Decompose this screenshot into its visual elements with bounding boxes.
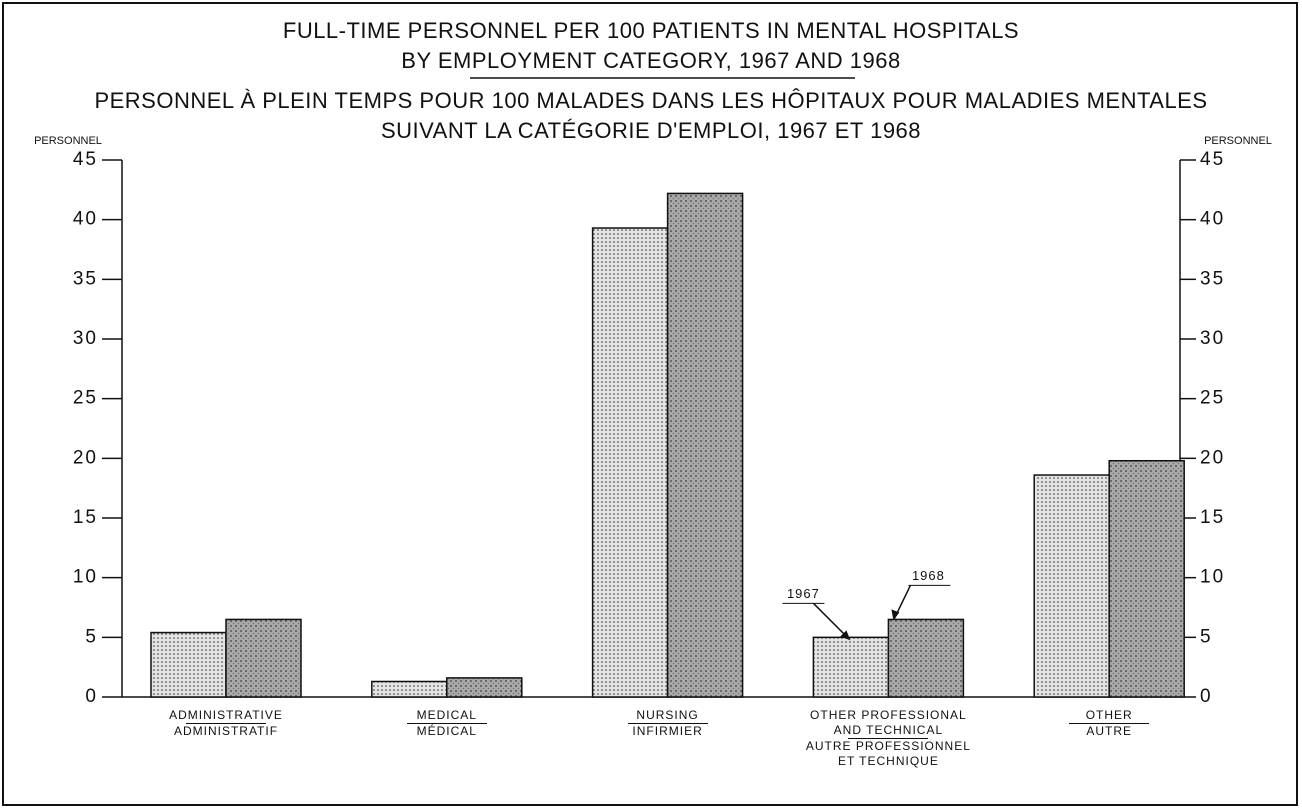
bar <box>666 192 744 698</box>
y2-tick-label: 10 <box>1200 567 1225 588</box>
category-en: OTHER PROFESSIONAL AND TECHNICAL <box>810 708 967 737</box>
chart-title: FULL-TIME PERSONNEL PER 100 PATIENTS IN … <box>283 18 1019 43</box>
y2-axis-label: PERSONNEL <box>1204 135 1272 147</box>
y-axis-label: PERSONNEL <box>34 135 102 147</box>
label-separator <box>848 738 929 739</box>
annotation-arrow <box>812 602 849 639</box>
y2-tick-label: 25 <box>1200 388 1225 409</box>
chart-subtitle-fr: SUIVANT LA CATÉGORIE D'EMPLOI, 1967 ET 1… <box>381 118 921 143</box>
label-separator <box>186 723 266 724</box>
x-tick-label: MEDICAL MÉDICAL <box>359 708 535 739</box>
x-tick-label: OTHER PROFESSIONAL AND TECHNICAL AUTRE PR… <box>800 708 976 769</box>
category-en: MEDICAL <box>416 708 477 722</box>
bar <box>887 618 965 698</box>
chart-title-fr: PERSONNEL À PLEIN TEMPS POUR 100 MALADES… <box>94 88 1207 113</box>
bar <box>1108 459 1185 698</box>
y-tick-label: 25 <box>73 388 98 409</box>
bar <box>812 636 890 698</box>
y2-tick-label: 0 <box>1200 686 1213 707</box>
label-separator <box>1069 723 1150 724</box>
y-tick-label: 45 <box>73 149 98 170</box>
bar <box>1033 474 1110 698</box>
arrow-head <box>840 630 851 641</box>
category-fr: AUTRE PROFESSIONNEL ET TECHNIQUE <box>805 739 971 768</box>
legend-label: 1967 <box>787 586 820 601</box>
y-tick-label: 5 <box>85 626 98 647</box>
y-tick-label: 35 <box>73 268 98 289</box>
x-tick-label: ADMINISTRATIVE ADMINISTRATIF <box>138 708 314 739</box>
x-tick-label: OTHER AUTRE <box>1021 708 1197 739</box>
chart-subtitle: BY EMPLOYMENT CATEGORY, 1967 AND 1968 <box>401 48 900 73</box>
arrow-head <box>891 609 900 621</box>
label-separator <box>406 723 487 724</box>
y-tick-label: 15 <box>73 507 98 528</box>
category-fr: MÉDICAL <box>416 724 477 738</box>
category-en: OTHER <box>1085 708 1133 722</box>
y2-tick-label: 5 <box>1200 626 1213 647</box>
category-fr: ADMINISTRATIF <box>173 724 279 738</box>
y-tick-label: 40 <box>73 209 98 230</box>
bar <box>446 677 523 698</box>
label-separator <box>627 723 708 724</box>
category-en: ADMINISTRATIVE <box>169 708 283 722</box>
legend-label: 1968 <box>912 568 945 583</box>
category-fr: AUTRE <box>1086 724 1133 738</box>
category-fr: INFIRMIER <box>632 724 703 738</box>
y2-tick-label: 40 <box>1200 209 1225 230</box>
bar <box>591 227 669 698</box>
bar <box>371 680 448 698</box>
y2-tick-label: 30 <box>1200 328 1225 349</box>
y2-tick-label: 45 <box>1200 149 1225 170</box>
x-tick-label: NURSING INFIRMIER <box>580 708 756 739</box>
y-tick-label: 30 <box>73 328 98 349</box>
y2-tick-label: 35 <box>1200 268 1225 289</box>
y2-tick-label: 20 <box>1200 447 1225 468</box>
bar <box>150 631 227 698</box>
y-tick-label: 10 <box>73 567 98 588</box>
bar <box>225 618 302 698</box>
category-en: NURSING <box>636 708 699 722</box>
y2-tick-label: 15 <box>1200 507 1225 528</box>
y-tick-label: 0 <box>85 686 98 707</box>
y-tick-label: 20 <box>73 447 98 468</box>
